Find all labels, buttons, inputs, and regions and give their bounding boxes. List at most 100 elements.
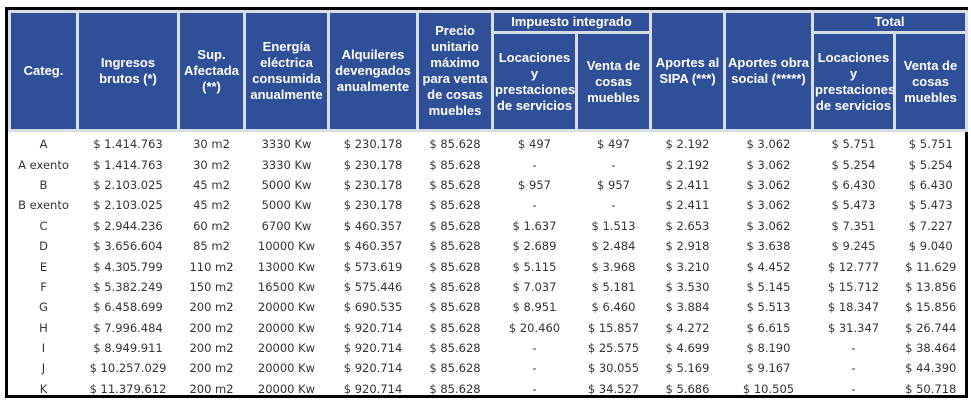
cell-obra-social: $ 3.638: [746, 239, 791, 254]
cell-imp-locaciones: $ 957: [518, 177, 551, 192]
cell-sipa: $ 4.699: [665, 341, 710, 356]
cell-tot-venta: $ 11.629: [905, 259, 957, 274]
cell-obra-social: $ 5.145: [746, 279, 791, 294]
cell-sup: 150 m2: [189, 279, 234, 294]
cell-ingresos: $ 2.103.025: [93, 177, 163, 192]
cell-ingresos: $ 7.996.484: [93, 320, 163, 335]
cell-categ: K: [39, 381, 48, 396]
cell-sup: 200 m2: [189, 361, 234, 376]
cell-sipa: $ 2.653: [665, 218, 710, 233]
cell-tot-venta: $ 26.744: [905, 320, 957, 335]
header-tot-venta: Venta de cosas muebles: [893, 31, 968, 132]
cell-alquileres: $ 460.357: [343, 218, 403, 233]
cell-categ: D: [39, 239, 48, 254]
cell-alquileres: $ 920.714: [343, 381, 403, 396]
cell-obra-social: $ 8.190: [746, 341, 791, 356]
cell-imp-locaciones: $ 8.951: [512, 300, 557, 315]
cell-obra-social: $ 10.505: [742, 381, 795, 396]
cell-sup: 200 m2: [189, 300, 234, 315]
table-row: I $ 8.949.911 200 m2 20000 Kw $ 920.714 $ 85.…: [10, 338, 967, 358]
cell-imp-venta: -: [611, 198, 616, 213]
cell-categ: A: [39, 137, 48, 152]
cell-sipa: $ 2.411: [665, 198, 710, 213]
cell-precio: $ 85.628: [429, 361, 481, 376]
header-sup: Sup. Afectada (**): [177, 10, 246, 132]
cell-energia: 20000 Kw: [257, 361, 316, 376]
cell-sup: 30 m2: [193, 157, 230, 172]
table-row: G $ 6.458.699 200 m2 20000 Kw $ 690.535 $ 85.…: [10, 297, 967, 317]
header-obra-social: Aportes obra social (*****): [723, 10, 814, 132]
cell-sup: 60 m2: [193, 218, 230, 233]
cell-sipa: $ 4.272: [665, 320, 710, 335]
header-alquileres: Alquileres devengados anualmente: [327, 10, 419, 132]
cell-alquileres: $ 230.178: [343, 137, 403, 152]
cell-ingresos: $ 1.414.763: [93, 157, 163, 172]
cell-imp-venta: $ 25.575: [587, 341, 640, 356]
table-row: J $ 10.257.029 200 m2 20000 Kw $ 920.714 $ 85…: [10, 358, 967, 378]
cell-categ: B exento: [18, 198, 69, 213]
cell-energia: 5000 Kw: [261, 177, 312, 192]
cell-categ: F: [40, 279, 47, 294]
cell-tot-locaciones: $ 7.351: [831, 218, 876, 233]
cell-tot-locaciones: $ 15.712: [827, 279, 880, 294]
header-tot-locaciones: Locaciones y prestaciones de servicios: [811, 31, 896, 132]
cell-imp-locaciones: -: [532, 157, 537, 172]
table-row: B $ 2.103.025 45 m2 5000 Kw $ 230.178 $ 85.62…: [10, 175, 967, 195]
cell-categ: G: [39, 300, 48, 315]
cell-energia: 13000 Kw: [257, 259, 316, 274]
cell-tot-locaciones: $ 5.254: [831, 157, 876, 172]
cell-ingresos: $ 1.414.763: [93, 137, 163, 152]
cell-imp-venta: $ 30.055: [587, 361, 640, 376]
table-row: K $ 11.379.612 200 m2 20000 Kw $ 920.714 $ 85…: [10, 379, 967, 399]
cell-energia: 20000 Kw: [257, 341, 316, 356]
cell-imp-venta: $ 5.181: [591, 279, 636, 294]
cell-tot-locaciones: $ 18.347: [827, 300, 880, 315]
cell-alquileres: $ 920.714: [343, 320, 403, 335]
cell-imp-venta: $ 3.968: [591, 259, 636, 274]
cell-energia: 20000 Kw: [257, 381, 316, 396]
cell-tot-venta: $ 7.227: [908, 218, 953, 233]
cell-obra-social: $ 5.513: [746, 300, 791, 315]
cell-categ: B: [39, 177, 48, 192]
header-energia: Energía eléctrica consumida anualmente: [243, 10, 330, 132]
cell-imp-locaciones: $ 7.037: [512, 279, 557, 294]
table-row: H $ 7.996.484 200 m2 20000 Kw $ 920.714 $ 85.…: [10, 318, 967, 338]
cell-obra-social: $ 3.062: [746, 218, 791, 233]
cell-energia: 3330 Kw: [261, 157, 312, 172]
cell-tot-locaciones: $ 6.430: [831, 177, 876, 192]
cell-obra-social: $ 3.062: [746, 177, 791, 192]
cell-sup: 45 m2: [193, 177, 230, 192]
cell-tot-venta: $ 44.390: [905, 361, 957, 376]
cell-imp-venta: $ 34.527: [587, 381, 640, 396]
cell-imp-locaciones: $ 20.460: [508, 320, 561, 335]
cell-tot-venta: $ 15.856: [905, 300, 957, 315]
cell-categ: E: [39, 259, 48, 274]
cell-ingresos: $ 2.103.025: [93, 198, 163, 213]
cell-precio: $ 85.628: [429, 279, 481, 294]
monotributo-categories-table: Categ. Ingresos brutos (*) Sup. Afectada…: [8, 10, 968, 399]
cell-alquileres: $ 573.619: [343, 259, 403, 274]
cell-precio: $ 85.628: [429, 381, 481, 396]
cell-imp-locaciones: $ 5.115: [512, 259, 557, 274]
cell-tot-locaciones: $ 9.245: [831, 239, 876, 254]
cell-imp-locaciones: -: [532, 381, 537, 396]
cell-alquileres: $ 460.357: [343, 239, 403, 254]
header-categ: Categ.: [8, 10, 79, 132]
cell-sipa: $ 3.884: [665, 300, 710, 315]
cell-ingresos: $ 10.257.029: [89, 361, 167, 376]
cell-obra-social: $ 9.167: [746, 361, 791, 376]
cell-imp-venta: $ 2.484: [591, 239, 636, 254]
cell-tot-locaciones: $ 31.347: [827, 320, 880, 335]
cell-tot-locaciones: -: [851, 341, 856, 356]
table-row: F $ 5.382.249 150 m2 16500 Kw $ 575.446 $ 85.…: [10, 277, 967, 297]
cell-imp-locaciones: $ 497: [518, 137, 551, 152]
cell-imp-venta: $ 497: [597, 137, 630, 152]
cell-obra-social: $ 3.062: [746, 157, 791, 172]
cell-sipa: $ 5.169: [665, 361, 710, 376]
cell-alquileres: $ 575.446: [343, 279, 403, 294]
header-total-group: Total: [811, 10, 968, 34]
table-row: B exento $ 2.103.025 45 m2 5000 Kw $ 230.178…: [10, 195, 967, 215]
cell-energia: 20000 Kw: [257, 320, 316, 335]
cell-ingresos: $ 4.305.799: [93, 259, 163, 274]
cell-energia: 20000 Kw: [257, 300, 316, 315]
